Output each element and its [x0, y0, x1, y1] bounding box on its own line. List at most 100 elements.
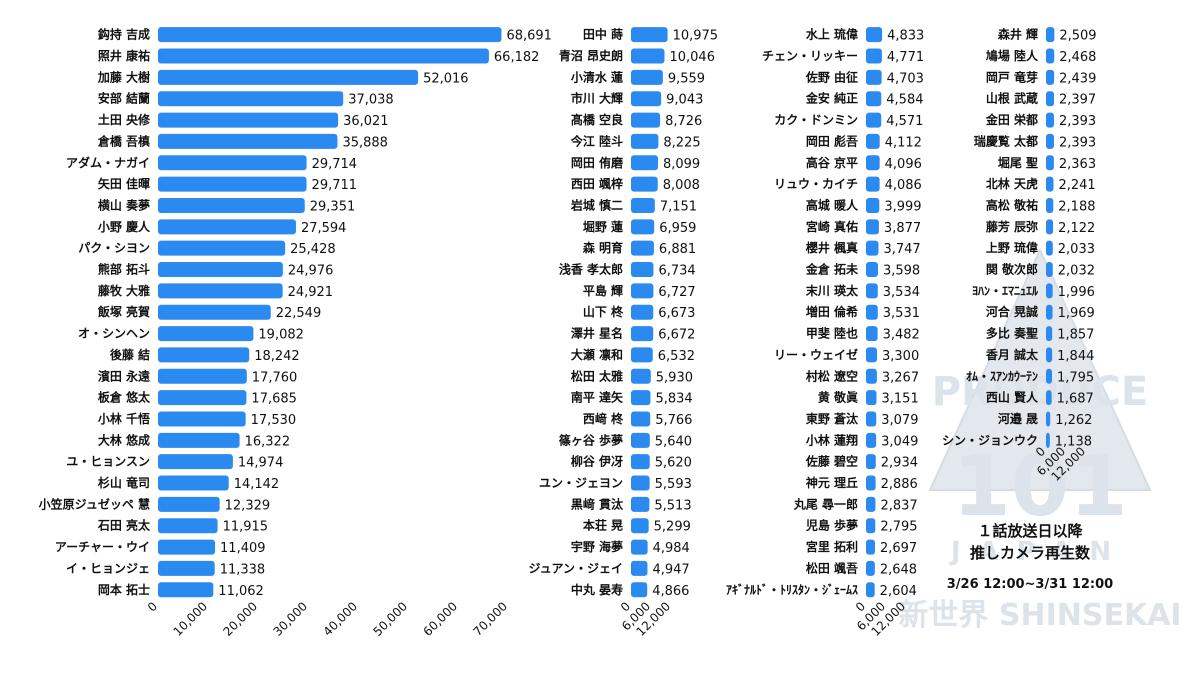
category-label: リー・ウェイゼ: [774, 347, 858, 362]
data-label: 3,300: [882, 349, 919, 364]
data-label: 3,534: [883, 285, 920, 300]
bar: [1046, 347, 1053, 363]
data-label: 17,760: [252, 370, 297, 385]
data-label: 2,697: [880, 541, 917, 556]
bar: [866, 262, 878, 278]
data-label: 68,691: [506, 29, 551, 44]
bar: [631, 240, 654, 256]
data-label: 18,242: [254, 349, 300, 364]
data-label: 2,934: [881, 456, 918, 471]
bar: [631, 197, 655, 213]
data-label: 2,393: [1059, 114, 1096, 129]
bar: [866, 133, 880, 149]
bar: [1046, 390, 1052, 406]
category-label: 藤牧 大雅: [97, 283, 150, 298]
bar: [866, 539, 875, 555]
data-label: 11,338: [220, 562, 266, 577]
category-label: アーチャー・ウイ: [55, 540, 150, 554]
data-label: 6,727: [658, 285, 695, 300]
bar: [1046, 283, 1053, 299]
bar: [866, 475, 876, 491]
category-label: 柳谷 伊冴: [571, 454, 623, 469]
bar: [158, 91, 344, 107]
data-label: 16,322: [245, 434, 290, 449]
bar: [158, 155, 307, 171]
bar: [866, 390, 877, 406]
watermark-number: 101: [952, 437, 1127, 535]
bar: [158, 133, 338, 149]
data-label: 1,687: [1057, 392, 1094, 407]
bar: [866, 240, 879, 256]
bar: [866, 432, 877, 448]
category-label: 倉橋 吾槙: [97, 133, 150, 148]
bar: [158, 304, 271, 320]
data-label: 5,620: [655, 456, 692, 471]
data-label: 4,584: [886, 93, 923, 108]
bar: [158, 347, 250, 363]
bar: [1046, 27, 1055, 43]
data-label: 1,262: [1055, 413, 1092, 428]
bar: [158, 411, 246, 427]
x-tick-label: 60,000: [421, 599, 461, 639]
bar: [158, 475, 229, 491]
data-label: 2,122: [1058, 221, 1095, 236]
bar: [866, 518, 876, 534]
x-tick-label: 0: [145, 599, 160, 614]
data-label: 3,999: [884, 199, 921, 214]
data-label: 2,188: [1058, 199, 1095, 214]
bar: [1046, 262, 1053, 278]
bar: [631, 176, 658, 192]
category-label: 土田 央修: [98, 112, 151, 127]
data-label: 35,888: [342, 135, 388, 150]
x-tick-label: 30,000: [271, 599, 311, 639]
category-label: 小清水 蓮: [571, 69, 623, 84]
x-tick-label: 40,000: [321, 599, 361, 639]
bar: [631, 155, 658, 171]
bar: [158, 176, 307, 192]
bar: [158, 27, 502, 43]
category-label: 矢田 佳暉: [98, 176, 150, 191]
category-label: 高城 暖人: [806, 197, 859, 212]
data-label: 8,008: [663, 178, 700, 193]
data-label: 8,726: [665, 114, 702, 129]
watermark-top: PRODUCE: [932, 369, 1148, 415]
category-label: 岡本 拓士: [98, 582, 150, 597]
category-label: 岡戸 竜芽: [986, 69, 1038, 84]
data-label: 1,857: [1057, 328, 1094, 343]
category-label: 松田 太雅: [571, 368, 623, 383]
data-label: 6,673: [658, 306, 695, 321]
bar: [1046, 411, 1051, 427]
data-label: 4,096: [885, 157, 922, 172]
bar: [631, 432, 650, 448]
category-label: 関 敬次郎: [986, 262, 1038, 277]
bar: [866, 91, 882, 107]
category-label: 金田 栄都: [985, 112, 1038, 127]
bar: [1046, 326, 1053, 342]
category-label: 末川 瑛太: [806, 283, 859, 298]
bar: [866, 112, 882, 128]
data-label: 3,267: [882, 370, 919, 385]
bar: [158, 539, 216, 555]
category-label: 河合 晃誠: [985, 304, 1038, 319]
bar: [1046, 176, 1054, 192]
data-label: 22,549: [276, 306, 322, 321]
bar: [1046, 304, 1053, 320]
bar: [1046, 197, 1054, 213]
category-label: 北林 天虎: [986, 176, 1038, 191]
category-label: 西﨑 柊: [583, 411, 624, 426]
data-label: 2,439: [1059, 71, 1096, 86]
data-label: 1,795: [1057, 370, 1094, 385]
category-label: 本荘 晃: [583, 518, 623, 533]
bar: [631, 347, 653, 363]
category-label: 照井 康祐: [98, 48, 150, 63]
category-label: 岡田 侑磨: [571, 155, 623, 170]
data-label: 1,138: [1055, 434, 1092, 449]
bar: [866, 454, 876, 470]
data-label: 7,151: [660, 199, 697, 214]
category-label: 今江 陸斗: [570, 133, 623, 148]
data-label: 5,640: [655, 434, 692, 449]
data-label: 66,182: [494, 50, 540, 65]
category-label: オ・シンヘン: [78, 327, 150, 341]
category-label: 山下 柊: [583, 304, 624, 319]
bar: [631, 560, 648, 576]
